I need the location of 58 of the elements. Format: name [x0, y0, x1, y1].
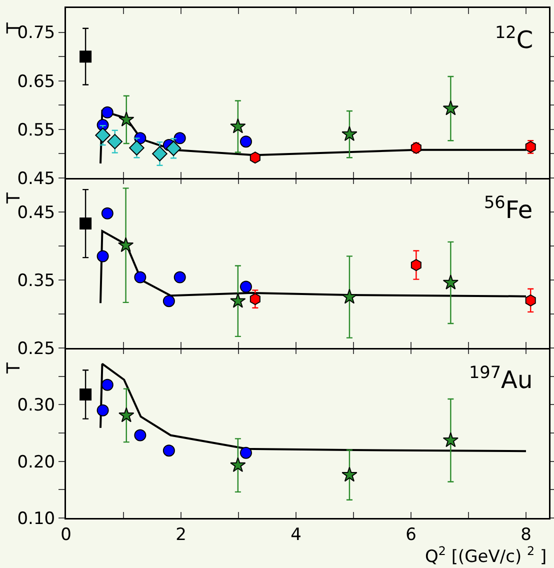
y-tick-label: 0.65 — [17, 72, 56, 92]
point — [118, 237, 134, 252]
x-tick-label: 0 — [60, 524, 72, 545]
point — [250, 293, 260, 306]
point — [118, 112, 134, 126]
x-tick-label: 4 — [290, 524, 302, 545]
point — [442, 274, 458, 290]
point — [101, 378, 114, 391]
point — [96, 404, 109, 416]
x-tick-label: 6 — [406, 524, 416, 545]
point — [240, 136, 252, 148]
point — [342, 126, 358, 142]
x-axis-title: Q$^{2}$ [(GeV/c) $^{2}$ ] — [425, 544, 547, 568]
point — [442, 432, 458, 448]
point — [80, 218, 92, 230]
point — [162, 295, 175, 308]
annotation: $^{56}$Fe — [484, 192, 533, 224]
y-tick-label: 0.75 — [17, 23, 56, 44]
y-tick-label: 0.20 — [17, 452, 56, 472]
point — [129, 140, 144, 156]
point — [525, 294, 536, 306]
point — [134, 271, 146, 284]
point — [162, 444, 175, 457]
point — [230, 118, 246, 134]
point — [95, 128, 110, 143]
point — [442, 100, 458, 116]
point — [230, 292, 246, 308]
y-axis-title: T — [4, 362, 24, 374]
point — [80, 388, 92, 400]
point — [118, 407, 134, 422]
annotation: $^{197}$Au — [469, 362, 533, 394]
y-tick-label: 0.10 — [17, 508, 56, 529]
point — [166, 140, 182, 156]
point — [101, 207, 114, 220]
annotation: $^{12}$C — [495, 22, 534, 54]
point — [230, 457, 246, 472]
point — [80, 50, 92, 63]
point — [240, 280, 252, 293]
y-tick-label: 0.30 — [17, 396, 56, 416]
y-tick-label: 0.45 — [17, 202, 56, 223]
point — [240, 446, 252, 459]
point — [174, 132, 186, 144]
point — [96, 250, 109, 262]
y-tick-label: 0.55 — [17, 120, 56, 140]
y-tick-label: 0.35 — [17, 270, 56, 291]
point — [174, 271, 186, 284]
point — [342, 288, 358, 304]
y-tick-label: 0.25 — [17, 338, 56, 359]
point — [101, 106, 114, 118]
point — [342, 466, 358, 482]
point — [107, 134, 123, 150]
point — [134, 429, 146, 442]
point — [410, 259, 422, 272]
x-tick-label: 2 — [176, 524, 186, 545]
x-tick-label: 8 — [520, 524, 532, 545]
y-tick-label: 0.45 — [17, 168, 56, 189]
point — [152, 146, 168, 162]
y-axis-title: T — [4, 192, 24, 204]
